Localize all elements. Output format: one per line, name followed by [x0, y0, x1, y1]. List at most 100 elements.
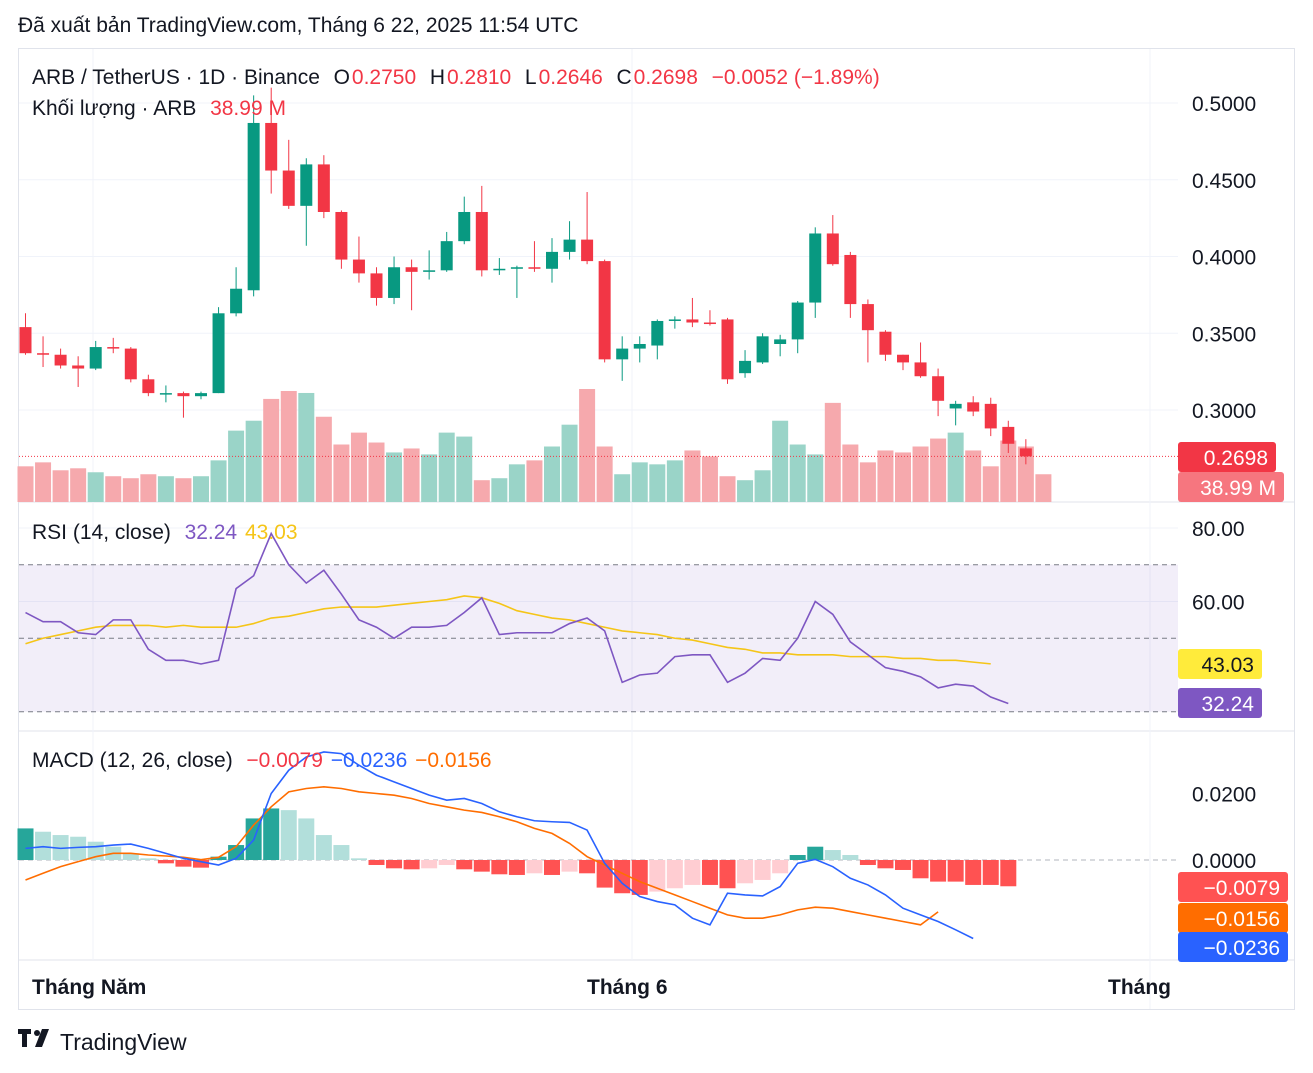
rsi-badge: 32.24 [1201, 693, 1254, 716]
macd-histogram-bar [333, 845, 350, 860]
volume-bar [701, 456, 718, 502]
rsi-tick-label: 60.00 [1192, 592, 1245, 615]
macd-line [25, 751, 974, 940]
candle-body [247, 122, 260, 291]
macd-hist-value: −0.0079 [246, 749, 323, 772]
macd-histogram-bar [157, 860, 174, 864]
rsi-label[interactable]: RSI (14, close) [32, 521, 171, 544]
candle-body [546, 251, 558, 269]
candle-body [352, 259, 365, 274]
volume-value: 38.99 M [210, 97, 286, 120]
candle-body [107, 347, 120, 349]
volume-bars [17, 389, 1052, 502]
x-axis-label: Tháng Năm [32, 976, 146, 999]
macd-histogram-bar [1000, 860, 1017, 887]
candle-body [510, 267, 523, 269]
macd-legend: MACD (12, 26, close) −0.0079 −0.0236 −0.… [32, 749, 494, 773]
volume-bar [263, 398, 280, 502]
price-legend: ARB / TetherUS · 1D · Binance O0.2750 H0… [32, 66, 882, 90]
macd-histogram-bar [561, 860, 578, 872]
volume-bar [105, 476, 122, 502]
candle-body [949, 403, 962, 409]
candle-body [177, 393, 190, 397]
macd-tick-label: 0.0200 [1192, 784, 1256, 807]
macd-histogram-bar [438, 860, 455, 865]
volume-bar [421, 454, 438, 502]
volume-bar [403, 448, 420, 502]
rsi-ma-badge-bg [1178, 649, 1262, 679]
candle-body [388, 267, 401, 298]
volume-bar [842, 444, 859, 502]
candle-body [791, 302, 804, 340]
volume-badge-bg [1178, 472, 1284, 502]
candle-body [195, 393, 207, 397]
macd-histogram-bar [737, 860, 754, 884]
macd-histogram-bar [368, 860, 385, 865]
macd-histogram-bar [544, 860, 560, 875]
symbol-label[interactable]: ARB / TetherUS · 1D · Binance [32, 66, 320, 89]
brand-label: TradingView [60, 1028, 187, 1055]
rsi-legend: RSI (14, close) 32.24 43.03 [32, 521, 300, 545]
candle-body [756, 336, 769, 363]
volume-bar [210, 460, 227, 502]
macd-histogram-bar [631, 860, 648, 895]
candle-body [528, 267, 541, 269]
candle-body [914, 362, 927, 377]
tradingview-logo-icon [18, 1028, 52, 1056]
volume-bar [754, 470, 771, 502]
candle-body [932, 376, 945, 401]
candle-body [72, 365, 85, 369]
volume-bar [544, 446, 560, 502]
volume-bar [614, 474, 631, 502]
volume-bar [807, 454, 824, 502]
macd-histogram-bar [140, 858, 157, 860]
volume-bar [877, 450, 894, 502]
candlesticks [19, 87, 1178, 465]
candle-body [616, 348, 629, 360]
rsi-ma-value: 43.03 [244, 521, 298, 544]
rsi-ma-line [25, 595, 991, 665]
candle-body [1002, 426, 1015, 444]
chart-frame [18, 48, 1295, 1010]
candle-body [19, 327, 32, 354]
candle-body [405, 267, 418, 272]
candle-body [967, 402, 980, 412]
volume-bar [386, 452, 403, 502]
volume-badge: 38.99 M [1200, 477, 1276, 500]
volume-bar [631, 462, 648, 502]
volume-bar [491, 478, 508, 502]
candle-body [54, 354, 67, 366]
volume-label[interactable]: Khối lượng · ARB [32, 97, 197, 120]
candle-body [370, 273, 383, 298]
candle-body [159, 393, 172, 395]
macd-histogram-bar [947, 860, 964, 882]
candle-body [651, 320, 664, 346]
volume-bar [859, 462, 876, 502]
macd-histogram-bar [754, 860, 771, 880]
published-label: Đã xuất bản TradingView.com, Tháng 6 22,… [18, 14, 579, 37]
candle-body [668, 319, 681, 321]
volume-bar [982, 466, 999, 502]
price-axis: 0.5000 0.4500 0.4000 0.3500 0.3000 80.00 60.00… [32, 93, 1256, 999]
candle-body [581, 239, 594, 262]
macd-histogram-bar [930, 860, 947, 882]
volume-bar [368, 442, 385, 502]
tradingview-logo[interactable]: TradingView [18, 1028, 187, 1056]
volume-bar [561, 424, 578, 502]
open-value: 0.2750 [351, 66, 417, 89]
macd-pane [17, 751, 1178, 940]
volume-bar [684, 450, 701, 502]
volume-bar [245, 420, 262, 502]
volume-bar [930, 438, 947, 502]
macd-histogram-bar [421, 860, 438, 869]
macd-histogram-bar [403, 860, 420, 870]
volume-bar [965, 450, 982, 502]
volume-bar [824, 402, 841, 502]
volume-bar [228, 430, 245, 502]
volume-bar [789, 444, 806, 502]
low-label: L [524, 66, 537, 89]
candle-body [633, 343, 646, 349]
macd-label[interactable]: MACD (12, 26, close) [32, 749, 233, 772]
candle-body [879, 331, 892, 355]
